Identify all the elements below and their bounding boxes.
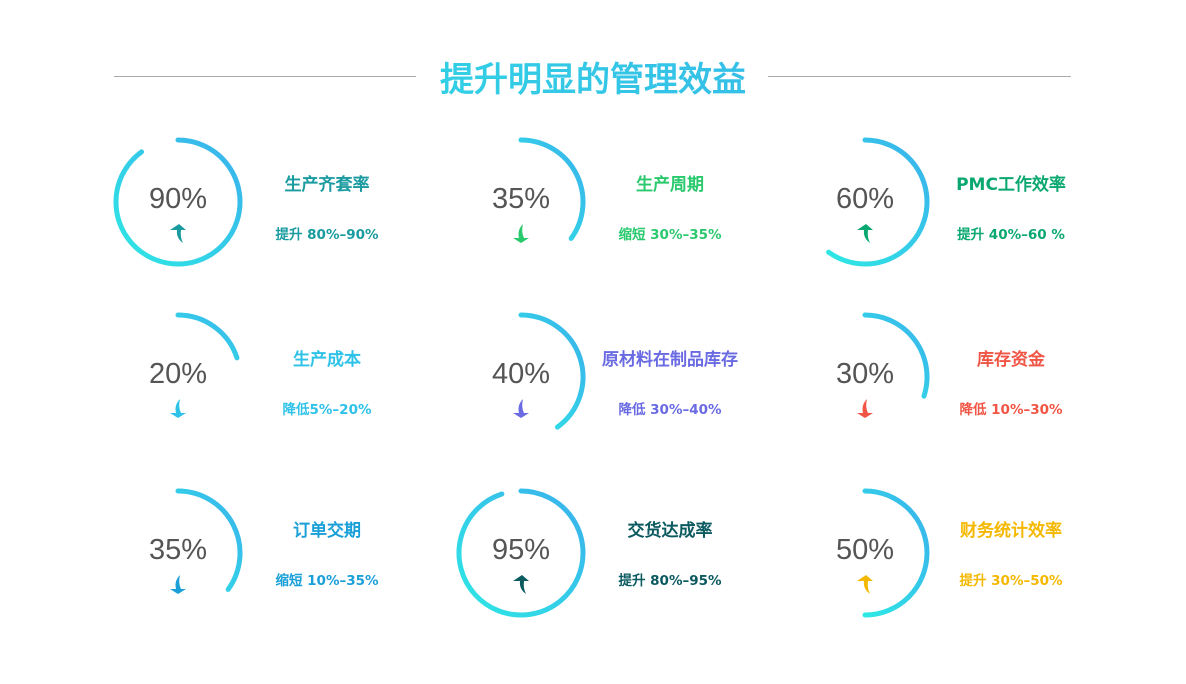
kpi-desc: 提升 40%–60 % — [957, 227, 1065, 243]
ring-arc — [456, 488, 586, 618]
down-arrow-icon — [170, 575, 186, 594]
progress-ring — [175, 312, 240, 361]
down-arrow-icon — [513, 224, 529, 243]
kpi-label: 库存资金降低 10%–30% — [901, 345, 1121, 418]
kpi-title: 交货达成率 — [627, 521, 713, 541]
kpi-title: 生产成本 — [293, 350, 361, 370]
kpi-desc: 降低 30%–40% — [618, 402, 722, 418]
down-arrow-icon — [857, 399, 873, 418]
ring-arc — [862, 488, 930, 618]
kpi-label: 订单交期缩短 10%–35% — [217, 516, 437, 589]
progress-ring — [113, 137, 243, 267]
kpi-title: 生产周期 — [636, 175, 704, 195]
kpi-label: 原材料在制品库存降低 30%–40% — [560, 345, 780, 418]
ring-arc — [175, 488, 243, 592]
ring-arc — [826, 137, 930, 267]
progress-ring — [826, 137, 930, 267]
kpi-title: PMC工作效率 — [956, 175, 1066, 195]
kpi-desc: 降低5%–20% — [282, 402, 372, 418]
percent-value: 50% — [835, 534, 895, 566]
up-arrow-icon — [857, 224, 873, 243]
percent-value: 60% — [835, 183, 895, 215]
kpi-title: 财务统计效率 — [960, 521, 1062, 541]
percent-value: 90% — [148, 183, 208, 215]
progress-ring — [518, 312, 586, 430]
kpi-desc: 缩短 30%–35% — [618, 227, 722, 243]
divider-right — [768, 76, 1071, 77]
ring-arc — [518, 312, 586, 430]
up-arrow-icon — [513, 575, 529, 594]
progress-ring — [862, 312, 930, 399]
kpi-title: 原材料在制品库存 — [602, 350, 738, 370]
kpi-desc: 缩短 10%–35% — [275, 573, 379, 589]
ring-arc — [175, 312, 240, 361]
progress-ring — [175, 488, 243, 592]
ring-arc — [862, 312, 930, 399]
kpi-title: 库存资金 — [977, 350, 1045, 370]
percent-value: 95% — [491, 534, 551, 566]
percent-value: 35% — [491, 183, 551, 215]
kpi-desc: 提升 80%–90% — [275, 227, 379, 243]
divider-left — [114, 76, 416, 77]
progress-ring — [456, 488, 586, 618]
up-arrow-icon — [857, 575, 873, 594]
kpi-title: 订单交期 — [293, 521, 361, 541]
progress-ring — [862, 488, 930, 618]
progress-ring — [518, 137, 586, 241]
page-title: 提升明显的管理效益 — [0, 52, 1186, 101]
ring-arc — [518, 137, 586, 241]
kpi-label: 生产齐套率提升 80%–90% — [217, 170, 437, 243]
ring-arc — [113, 137, 243, 267]
kpi-desc: 降低 10%–30% — [959, 402, 1063, 418]
percent-value: 20% — [148, 358, 208, 390]
kpi-label: 生产成本降低5%–20% — [217, 345, 437, 418]
percent-value: 30% — [835, 358, 895, 390]
percent-value: 35% — [148, 534, 208, 566]
down-arrow-icon — [170, 399, 186, 418]
kpi-label: 交货达成率提升 80%–95% — [560, 516, 780, 589]
kpi-label: 生产周期缩短 30%–35% — [560, 170, 780, 243]
percent-value: 40% — [491, 358, 551, 390]
kpi-desc: 提升 80%–95% — [618, 573, 722, 589]
kpi-label: 财务统计效率提升 30%–50% — [901, 516, 1121, 589]
kpi-label: PMC工作效率提升 40%–60 % — [901, 170, 1121, 243]
kpi-desc: 提升 30%–50% — [959, 573, 1063, 589]
up-arrow-icon — [170, 224, 186, 243]
kpi-title: 生产齐套率 — [284, 175, 370, 195]
down-arrow-icon — [513, 399, 529, 418]
